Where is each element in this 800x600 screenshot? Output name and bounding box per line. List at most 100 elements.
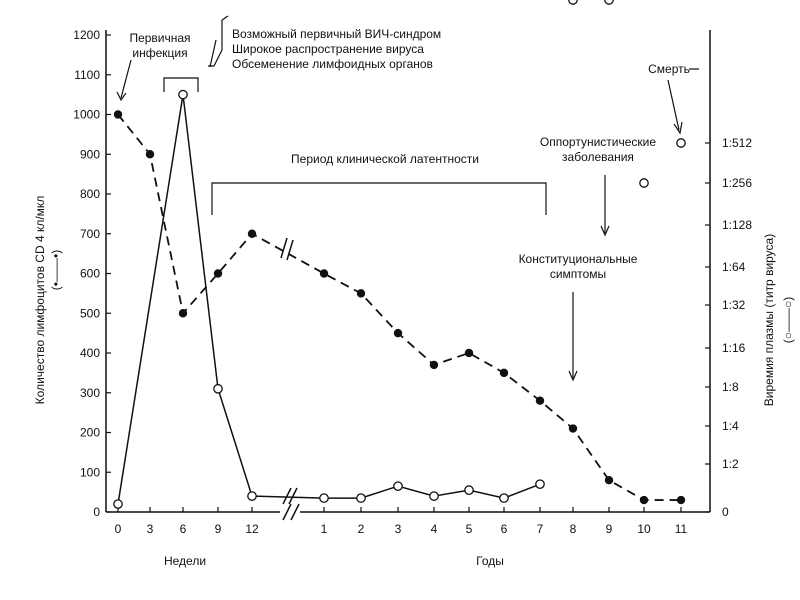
x-tick-label-week: 3 — [147, 522, 154, 536]
left-tick-label: 300 — [80, 386, 100, 400]
x-tick-label-week: 12 — [245, 522, 259, 536]
death-label: Смерть — [648, 62, 690, 76]
viremia-point — [178, 89, 188, 100]
viremia-point — [429, 491, 439, 501]
left-tick-label: 400 — [80, 346, 100, 360]
viremia-point — [639, 178, 649, 188]
cd4-line-break-mark — [280, 237, 288, 259]
viremia-point — [113, 499, 123, 509]
cd4-point — [676, 495, 686, 505]
tick-labels: 0100200300400500600700800900100011001200… — [33, 28, 795, 568]
acute-syndrome-brace — [208, 20, 223, 67]
opportunistic-label: Оппортунистические — [540, 135, 656, 149]
x-tick-label-year: 8 — [570, 522, 577, 536]
years-axis-label: Годы — [476, 554, 504, 568]
cd4-point — [568, 424, 578, 433]
virus-line-break-mark — [288, 487, 298, 505]
viremia-point — [464, 485, 474, 495]
right-tick-label: 1:2 — [722, 457, 739, 471]
viremia-point — [535, 479, 545, 490]
weeks-axis-label: Недели — [164, 554, 206, 568]
primary-infection-label: инфекция — [132, 46, 187, 60]
cd4-point — [604, 476, 614, 485]
death-arrowhead — [673, 121, 683, 135]
left-tick-label: 100 — [80, 465, 100, 479]
viremia-point — [676, 138, 686, 148]
right-tick-label: 1:256 — [722, 176, 752, 190]
primary-infection-arrowhead — [116, 91, 127, 102]
right-tick-label: 1:8 — [722, 380, 739, 394]
cd4-point — [247, 229, 257, 238]
cd4-line-break-mark — [286, 239, 294, 261]
viremia-series — [113, 0, 686, 509]
acute-phase-bracket — [163, 77, 199, 92]
x-tick-label-year: 5 — [466, 522, 473, 536]
cd4-line — [117, 113, 681, 501]
x-tick-label-year: 9 — [606, 522, 613, 536]
viremia-point — [604, 0, 614, 5]
viremia-point — [393, 481, 403, 492]
acute-syndrome-line: Широкое распространение вируса — [232, 42, 424, 56]
primary-infection-arrow — [120, 59, 132, 99]
x-tick-label-year: 2 — [358, 522, 365, 536]
x-tick-label-year: 3 — [395, 522, 402, 536]
left-axis-title: Количество лимфоцитов CD 4 кл/мкл — [33, 196, 47, 405]
right-tick-label: 1:32 — [722, 298, 746, 312]
x-axis-break-mark — [290, 503, 300, 521]
x-tick-label-year: 11 — [675, 522, 688, 536]
right-tick-label: 1:128 — [722, 218, 752, 232]
right-tick-label: 1:16 — [722, 341, 746, 355]
x-axis-break-mark — [282, 503, 292, 521]
viremia-point — [319, 493, 329, 503]
acute-syndrome-arrow — [209, 39, 217, 68]
viremia-point — [499, 493, 509, 503]
cd4-series — [113, 110, 686, 505]
acute-syndrome-line: Обсеменение лимфоидных органов — [232, 57, 433, 71]
left-tick-label: 200 — [80, 426, 100, 440]
axes — [105, 30, 711, 521]
right-tick-label: 1:512 — [722, 136, 752, 150]
left-tick-label: 800 — [80, 187, 100, 201]
viremia-point — [568, 0, 578, 5]
x-tick-label-year: 10 — [637, 522, 651, 536]
left-tick-label: 0 — [93, 505, 100, 519]
left-tick-label: 1000 — [73, 108, 100, 122]
cd4-point — [639, 495, 649, 505]
right-tick-label: 0 — [722, 505, 729, 519]
left-axis-legend-mark: (•——•) — [49, 250, 63, 290]
latency-label: Период клинической латентности — [291, 152, 479, 166]
x-tick-label-year: 4 — [431, 522, 438, 536]
acute-syndrome-brace — [221, 15, 229, 21]
constitutional-arrowhead — [568, 370, 578, 382]
constitutional-label: симптомы — [550, 267, 606, 281]
opportunistic-label: заболевания — [562, 150, 634, 164]
cd4-point — [145, 150, 155, 159]
cd4-point — [429, 360, 439, 370]
left-tick-label: 700 — [80, 227, 100, 241]
cd4-point — [178, 309, 188, 318]
left-tick-label: 500 — [80, 306, 100, 320]
viremia-point — [356, 493, 366, 503]
left-tick-label: 900 — [80, 147, 100, 161]
x-tick-label-week: 0 — [115, 522, 122, 536]
virus-line-break-mark — [282, 487, 292, 505]
cd4-point — [113, 110, 123, 119]
viremia-point — [213, 383, 223, 394]
left-tick-label: 1200 — [73, 28, 100, 42]
right-tick-label: 1:64 — [722, 260, 746, 274]
left-tick-label: 600 — [80, 267, 100, 281]
cd4-point — [464, 348, 474, 358]
right-tick-label: 1:4 — [722, 419, 739, 433]
latency-bracket — [211, 182, 547, 215]
left-tick-label: 1100 — [74, 68, 100, 82]
cd4-point — [213, 269, 223, 278]
cd4-point — [499, 368, 509, 378]
death-arrow — [667, 79, 680, 131]
right-axis-title: Виремия плазмы (титр вируса) — [762, 234, 776, 406]
cd4-point — [393, 328, 403, 338]
x-tick-label-year: 6 — [501, 522, 508, 536]
viremia-point — [247, 491, 257, 501]
opportunistic-arrowhead — [600, 225, 610, 237]
